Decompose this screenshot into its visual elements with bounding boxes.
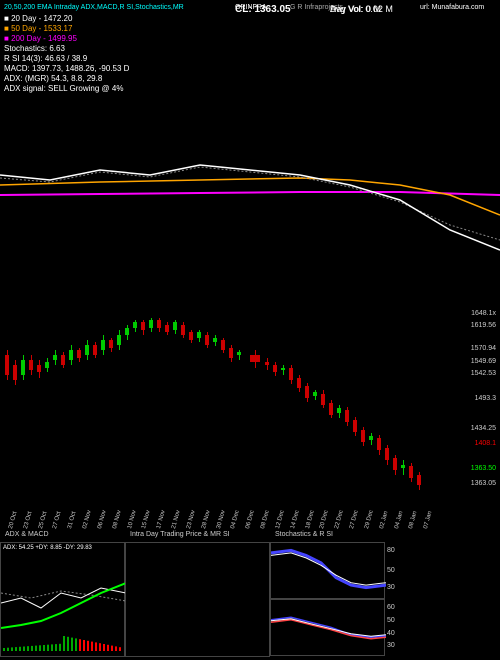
right-panels-stack: Stochastics & R SI — [270, 542, 385, 657]
x-axis-label: 25 Oct — [38, 511, 48, 530]
adx-svg — [1, 543, 126, 658]
bottom-panels: ADX & MACD ADX: 54.25 +DY: 8.85 -DY: 29.… — [0, 542, 500, 657]
y-axis-label: 1363.50 — [471, 465, 496, 472]
ema-svg — [0, 140, 500, 260]
x-axis-label: 22 Dec — [334, 510, 345, 530]
y-axis-label: 1408.1 — [475, 440, 496, 447]
x-axis-label: 15 Nov — [141, 510, 152, 530]
y-axis-label: 1549.69 — [471, 358, 496, 365]
panel-y-label: 30 — [387, 642, 395, 649]
intraday-panel: Intra Day Trading Price & MR SI — [125, 542, 270, 657]
stochastics-panel: Stochastics & R SI — [270, 542, 385, 599]
y-axis-label: 1434.25 — [471, 425, 496, 432]
panel-y-label: 50 — [387, 567, 395, 574]
rsi-svg — [271, 600, 386, 657]
x-axis-label: 29 Dec — [364, 510, 375, 530]
source-url: url: Munafabura.com — [420, 4, 484, 11]
x-axis-label: 02 Nov — [82, 510, 93, 530]
adx-panel-title: ADX & MACD — [5, 531, 49, 538]
x-axis-label: 06 Dec — [245, 510, 256, 530]
panel-y-label: 30 — [387, 584, 395, 591]
x-axis-label: 20 Oct — [8, 511, 18, 530]
panel-y-label: 40 — [387, 630, 395, 637]
x-axis-label: 02 Jan — [379, 511, 389, 530]
x-axis-label: 31 Oct — [67, 511, 77, 530]
ema50-label: ■ 50 Day - 1533.17 — [4, 24, 72, 33]
y-axis-label: 1363.05 — [471, 480, 496, 487]
x-axis-label: 08 Nov — [112, 510, 123, 530]
day-volume: Day Vol: 0 M — [330, 4, 381, 14]
ema-chart — [0, 140, 500, 260]
x-axis-label: 21 Nov — [171, 510, 182, 530]
x-axis-label: 17 Nov — [156, 510, 167, 530]
adx-signal-label: ADX signal: SELL Growing @ 4% — [4, 84, 123, 93]
ema200-label: ■ 200 Day - 1499.95 — [4, 34, 77, 43]
x-axis-label: 04 Jan — [394, 511, 404, 530]
panel-y-label: 60 — [387, 604, 395, 611]
x-axis-label: 23 Nov — [186, 510, 197, 530]
panel-y-label: 80 — [387, 547, 395, 554]
rsi-bottom-panel — [270, 599, 385, 656]
y-axis-label: 1542.53 — [471, 370, 496, 377]
close-price: CL: 1363.05 — [235, 4, 291, 15]
x-axis-label: 18 Dec — [305, 510, 316, 530]
candlestick-chart — [0, 310, 440, 500]
y-axis-label: 1648.1x — [471, 310, 496, 317]
ema20-label: ■ 20 Day - 1472.20 — [4, 14, 72, 23]
adx-macd-panel: ADX & MACD ADX: 54.25 +DY: 8.85 -DY: 29.… — [0, 542, 125, 657]
adx-label: ADX: (MGR) 54.3, 8.8, 29.8 — [4, 74, 102, 83]
x-axis-label: 27 Dec — [349, 510, 360, 530]
x-axis-label: 06 Nov — [97, 510, 108, 530]
x-axis-label: 30 Nov — [216, 510, 227, 530]
x-axis-label: 20 Dec — [319, 510, 330, 530]
x-axis-label: 14 Dec — [290, 510, 301, 530]
x-axis-label: 28 Nov — [201, 510, 212, 530]
stoch-svg — [271, 543, 386, 600]
macd-label: MACD: 1397.73, 1488.26, -90.53 D — [4, 64, 129, 73]
stochastics-label: Stochastics: 6.63 — [4, 44, 65, 53]
indicator-list: 20,50,200 EMA Intraday ADX,MACD,R SI,Sto… — [4, 4, 184, 11]
y-axis-label: 1570.94 — [471, 345, 496, 352]
stoch-panel-title: Stochastics & R SI — [275, 531, 333, 538]
right-y-labels: 80 50 30 60 50 40 30 — [385, 542, 405, 657]
x-axis-label: 12 Dec — [275, 510, 286, 530]
y-axis-label: 1493.3 — [475, 395, 496, 402]
x-axis-label: 07 Jan — [423, 511, 433, 530]
rsi-label: R SI 14(3): 46.63 / 38.9 — [4, 54, 87, 63]
price-y-axis: 1648.1x 1619.56 1570.94 1549.69 1542.53 1493.… — [441, 310, 496, 500]
header-info: 20,50,200 EMA Intraday ADX,MACD,R SI,Sto… — [0, 4, 500, 84]
panel-y-label: 50 — [387, 617, 395, 624]
intraday-panel-title: Intra Day Trading Price & MR SI — [130, 531, 230, 538]
y-axis-label: 1619.56 — [471, 322, 496, 329]
x-axis-label: 27 Oct — [52, 511, 62, 530]
x-axis-label: 04 Dec — [230, 510, 241, 530]
x-axis-label: 08 Dec — [260, 510, 271, 530]
x-axis-label: 08 Jan — [408, 511, 418, 530]
chart-container: 20,50,200 EMA Intraday ADX,MACD,R SI,Sto… — [0, 0, 500, 660]
x-axis-label: 23 Oct — [23, 511, 33, 530]
x-axis-label: 10 Nov — [127, 510, 138, 530]
